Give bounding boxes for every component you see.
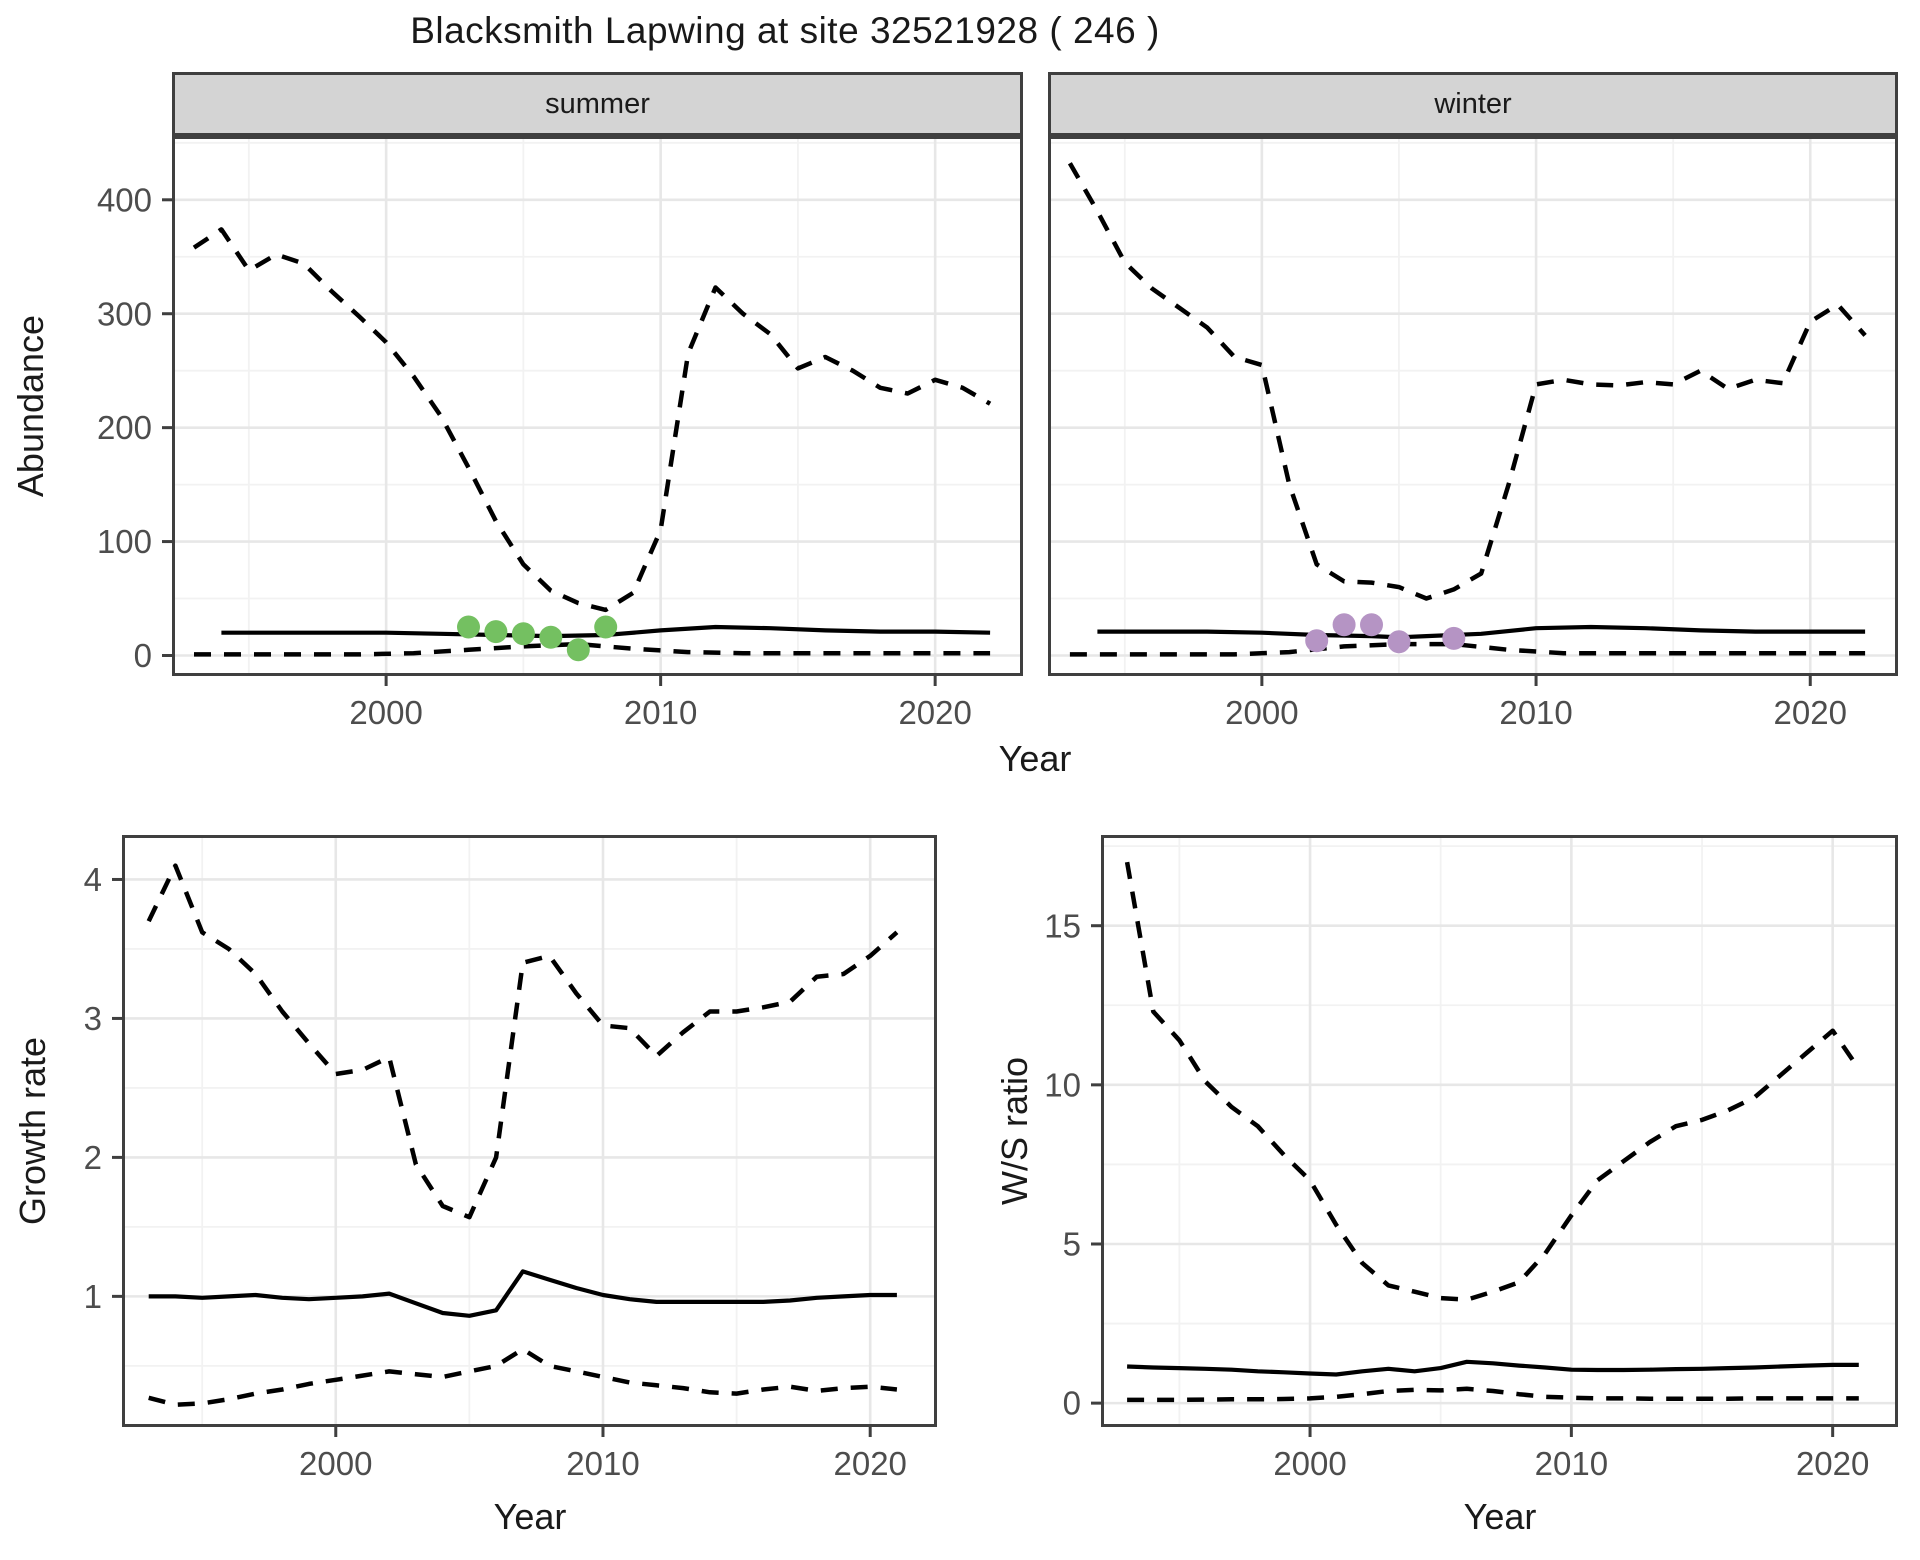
svg-text:2000: 2000	[1273, 1445, 1346, 1482]
svg-text:15: 15	[1044, 907, 1081, 944]
top-row-x-axis-title: Year	[998, 738, 1072, 779]
svg-text:10: 10	[1044, 1066, 1081, 1103]
svg-text:0: 0	[1063, 1385, 1081, 1422]
plot-title: Blacksmith Lapwing at site 32521928 ( 24…	[410, 10, 1160, 51]
svg-text:2020: 2020	[833, 1445, 906, 1482]
svg-text:2000: 2000	[299, 1445, 372, 1482]
ws-ratio-x-axis-title: Year	[1463, 1496, 1537, 1537]
svg-text:2020: 2020	[1796, 1445, 1869, 1482]
svg-text:200: 200	[97, 409, 152, 446]
facet-strip-winter: winter	[1048, 72, 1898, 136]
svg-text:2000: 2000	[349, 694, 422, 731]
svg-text:3: 3	[84, 1000, 102, 1037]
svg-text:2000: 2000	[1225, 694, 1298, 731]
svg-text:400: 400	[97, 181, 152, 218]
svg-text:100: 100	[97, 523, 152, 560]
svg-text:2010: 2010	[624, 694, 697, 731]
abundance-winter-plot: 2000 2010 2020	[1048, 136, 1898, 731]
growth-rate-y-axis-title: Growth rate	[12, 1036, 53, 1226]
svg-text:2010: 2010	[1535, 1445, 1608, 1482]
svg-text:2: 2	[84, 1139, 102, 1176]
abundance-summer-plot: 2000 2010 2020 0 100 200 300 400	[97, 136, 1023, 731]
facet-strip-winter-label: winter	[1434, 87, 1512, 120]
svg-text:300: 300	[97, 295, 152, 332]
svg-text:0: 0	[134, 637, 152, 674]
abundance-y-axis-title: Abundance	[10, 314, 51, 498]
svg-text:5: 5	[1063, 1226, 1081, 1263]
svg-text:2020: 2020	[898, 694, 971, 731]
svg-text:4: 4	[84, 861, 102, 898]
svg-text:2010: 2010	[1499, 694, 1572, 731]
ws-ratio-y-axis-title: W/S ratio	[994, 1056, 1035, 1206]
facet-strip-summer-label: summer	[545, 87, 650, 120]
ws-ratio-plot: 2000 2010 2020 0 5 10 15	[1044, 835, 1898, 1482]
growth-rate-x-axis-title: Year	[493, 1496, 567, 1537]
facet-strip-summer: summer	[172, 72, 1023, 136]
svg-text:2010: 2010	[566, 1445, 639, 1482]
growth-rate-plot: 2000 2010 2020 1 2 3 4	[84, 835, 937, 1482]
svg-text:1: 1	[84, 1278, 102, 1315]
svg-text:2020: 2020	[1774, 694, 1847, 731]
